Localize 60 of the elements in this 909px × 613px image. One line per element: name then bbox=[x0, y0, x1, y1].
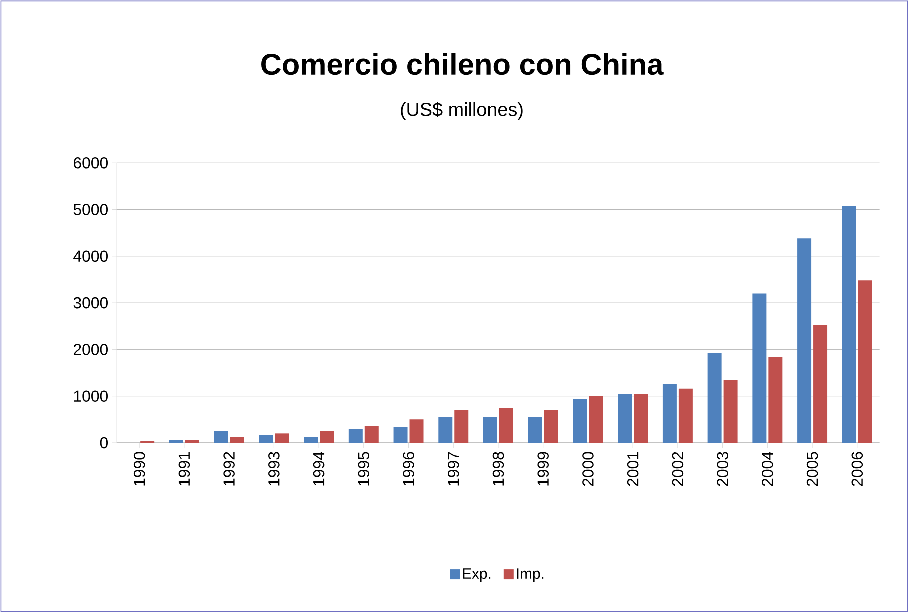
x-tick-label: 1994 bbox=[313, 452, 325, 486]
x-tick-label: 1992 bbox=[224, 452, 235, 486]
x-tick-label: 1998 bbox=[492, 452, 504, 486]
bar bbox=[662, 384, 677, 443]
bar bbox=[484, 417, 498, 443]
bar bbox=[438, 417, 453, 443]
y-tick-label: 5000 bbox=[74, 204, 108, 216]
bar bbox=[573, 399, 588, 443]
x-tick-label: 2005 bbox=[806, 452, 818, 486]
x-tick-label: 1991 bbox=[178, 452, 190, 486]
y-tick-label: 2000 bbox=[74, 344, 108, 356]
bar bbox=[842, 206, 856, 443]
bar bbox=[410, 420, 424, 443]
x-tick-label: 1990 bbox=[134, 452, 146, 486]
bar bbox=[618, 394, 632, 443]
x-tick-label: 2006 bbox=[852, 452, 864, 486]
bar bbox=[768, 357, 783, 443]
x-tick-label: 1993 bbox=[268, 452, 280, 486]
bar bbox=[752, 294, 767, 443]
y-tick-label: 0 bbox=[100, 437, 108, 449]
bar bbox=[528, 417, 542, 443]
bar bbox=[544, 410, 558, 443]
x-tick-label: 2004 bbox=[762, 452, 774, 486]
bar bbox=[348, 429, 363, 443]
bar bbox=[275, 434, 290, 443]
x-tick-label: 2002 bbox=[672, 452, 684, 486]
y-tick-label: 1000 bbox=[74, 390, 108, 402]
bar bbox=[499, 408, 514, 443]
bar bbox=[169, 440, 184, 443]
y-tick-label: 3000 bbox=[74, 297, 108, 309]
bar bbox=[185, 440, 200, 443]
x-tick-label: 1996 bbox=[403, 452, 414, 486]
y-tick-label: 4000 bbox=[74, 250, 108, 262]
bar bbox=[364, 426, 379, 443]
bar bbox=[454, 410, 469, 443]
legend-label: Imp. bbox=[517, 568, 544, 582]
bar bbox=[634, 394, 648, 443]
bar bbox=[230, 437, 244, 443]
x-tick-label: 2000 bbox=[582, 452, 594, 486]
bar bbox=[678, 388, 693, 443]
bar bbox=[798, 238, 812, 443]
y-tick-label: 6000 bbox=[74, 157, 108, 169]
bar bbox=[708, 353, 722, 443]
x-tick-label: 1997 bbox=[448, 452, 460, 486]
bar bbox=[814, 325, 828, 443]
chart-subtitle: (US$ millones) bbox=[401, 102, 523, 120]
bar bbox=[214, 431, 228, 443]
x-tick-label: 2003 bbox=[717, 452, 728, 486]
legend-label: Exp. bbox=[463, 568, 491, 582]
chart-title: Comercio chileno con China bbox=[262, 53, 664, 76]
bar bbox=[724, 380, 738, 443]
bar bbox=[589, 396, 604, 443]
x-tick-label: 1999 bbox=[538, 452, 549, 486]
bar bbox=[304, 437, 318, 443]
x-tick-label: 1995 bbox=[358, 452, 370, 486]
bar bbox=[320, 431, 334, 443]
bar bbox=[394, 427, 408, 443]
x-tick-label: 2001 bbox=[627, 452, 639, 486]
bar bbox=[858, 280, 872, 443]
bar bbox=[259, 435, 274, 443]
